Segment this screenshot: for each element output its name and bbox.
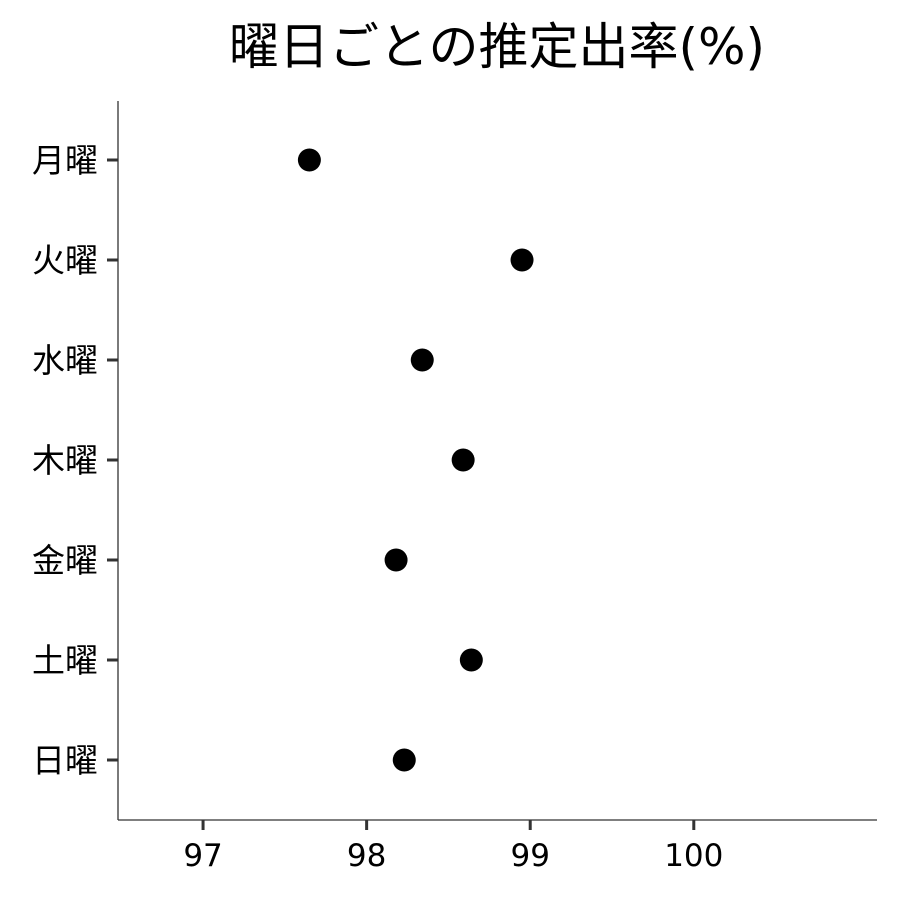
y-tick-label: 月曜 xyxy=(32,141,98,180)
y-tick-label: 木曜 xyxy=(32,441,98,480)
data-point xyxy=(384,548,408,572)
y-tick-label: 土曜 xyxy=(32,641,98,680)
y-tick-label: 水曜 xyxy=(32,341,98,380)
data-point xyxy=(451,448,475,472)
y-tick-label: 火曜 xyxy=(32,241,98,280)
x-tick-label: 98 xyxy=(347,838,386,874)
x-tick-label: 97 xyxy=(183,838,222,874)
data-point xyxy=(392,748,416,772)
x-axis-ticks: 97 98 99 100 xyxy=(183,820,723,874)
y-tick-label: 金曜 xyxy=(32,541,98,580)
data-point xyxy=(297,148,321,172)
data-point xyxy=(510,248,534,272)
data-point xyxy=(459,648,483,672)
x-tick-label: 99 xyxy=(510,838,549,874)
y-tick-label: 日曜 xyxy=(32,741,98,780)
data-points xyxy=(297,148,534,772)
x-tick-label: 100 xyxy=(664,838,723,874)
chart-title: 曜日ごとの推定出率(%) xyxy=(229,18,765,76)
data-point xyxy=(410,348,434,372)
